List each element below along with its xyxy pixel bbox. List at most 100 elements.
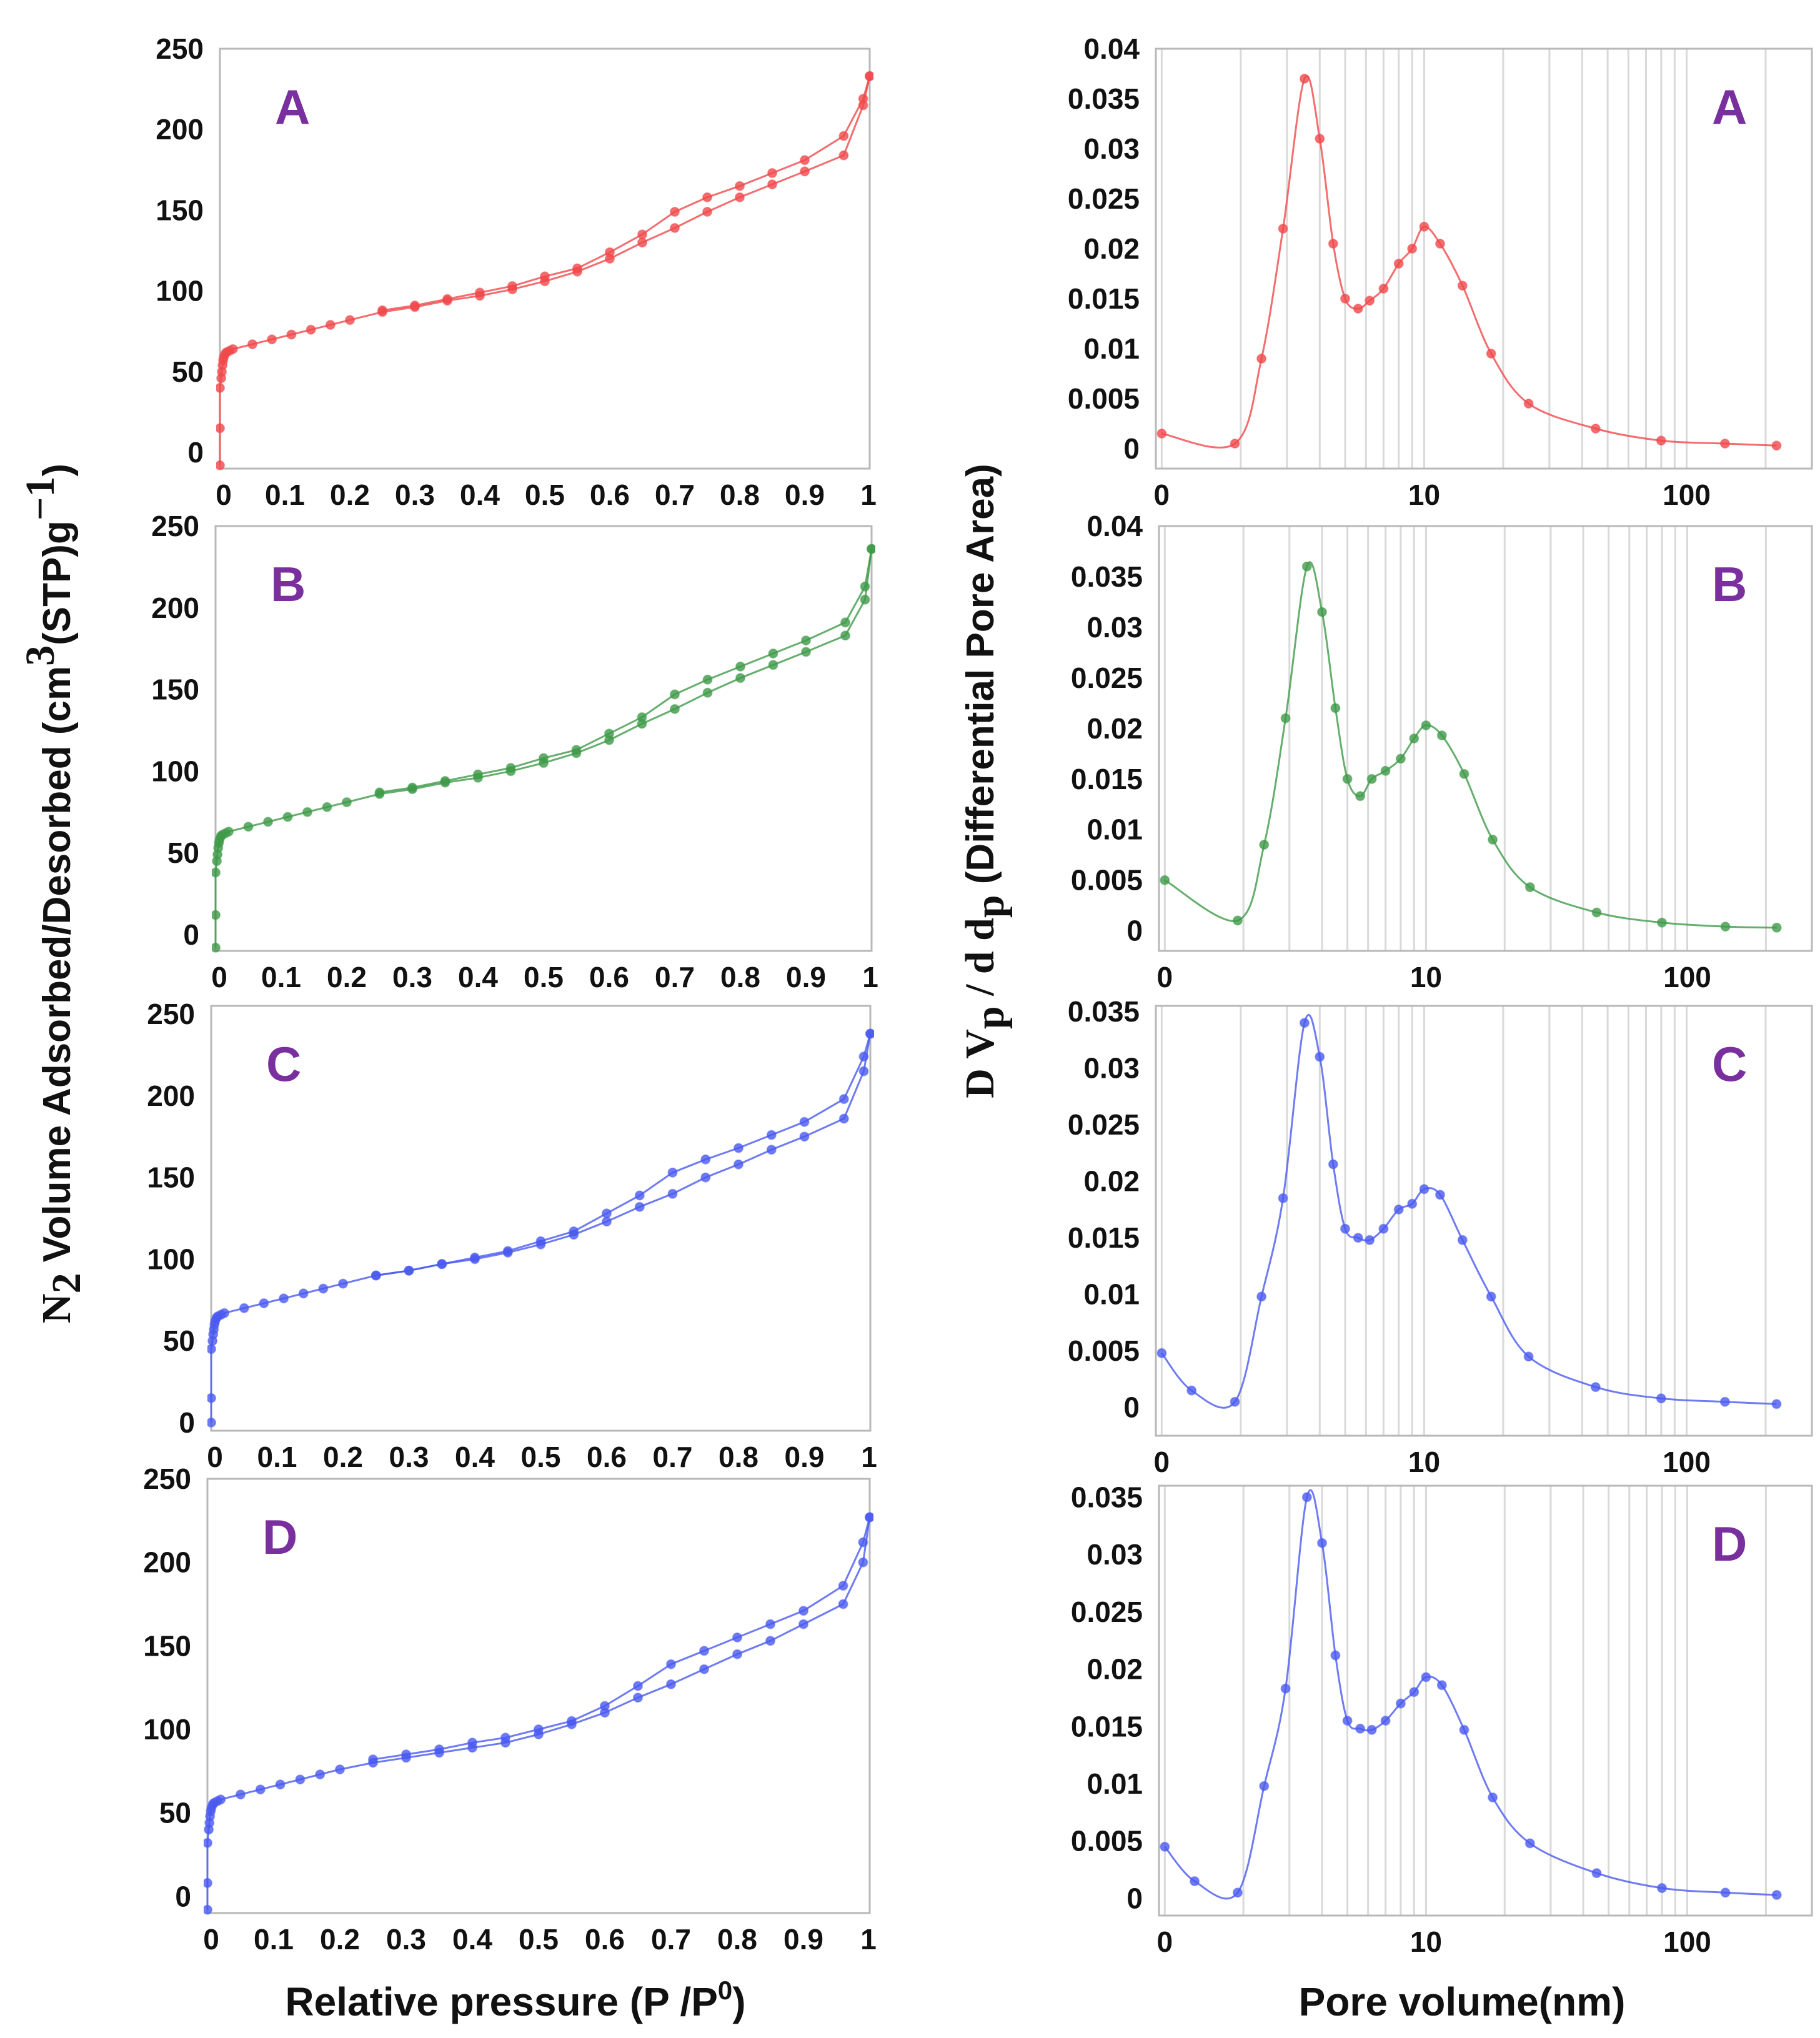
psd-point xyxy=(1299,74,1310,84)
adsorption-point xyxy=(765,1636,775,1646)
psd-point xyxy=(1523,1351,1534,1362)
y-tick-label: 0.035 xyxy=(1068,82,1140,115)
desorption-point xyxy=(801,635,811,646)
psd-point xyxy=(1299,1018,1310,1028)
psd-point xyxy=(1419,1184,1430,1195)
y-tick-label: 0 xyxy=(183,918,199,951)
psd-point xyxy=(1259,1781,1270,1791)
psd-point xyxy=(1393,1204,1404,1215)
psd-point xyxy=(1256,1291,1267,1302)
adsorption-point xyxy=(247,339,257,349)
psd-point xyxy=(1590,424,1601,434)
desorption-point xyxy=(440,776,450,786)
x-tick-label: 0.9 xyxy=(783,1923,823,1956)
psd-point xyxy=(1523,399,1534,409)
x-tick-label: 1 xyxy=(860,479,877,511)
desorption-point xyxy=(865,1512,873,1523)
y-tick-label: 200 xyxy=(143,1546,191,1579)
x-tick-label: 1 xyxy=(860,1923,877,1956)
psd-point xyxy=(1160,1841,1170,1852)
y-tick-label: 0.03 xyxy=(1087,1538,1143,1571)
chart-panel-isotherm-b: 0 50 100 150 200 250 0 0.1 0.2 0.3 0.4 0.5 0.6 0.7 0.8… xyxy=(151,510,878,993)
plot-frame xyxy=(214,525,873,952)
x-tick-label: 0.9 xyxy=(785,479,825,511)
plot-frame xyxy=(1155,1005,1813,1437)
psd-point xyxy=(1459,768,1469,779)
x-tick-label: 0.8 xyxy=(717,1923,757,1956)
adsorption-point xyxy=(799,1131,810,1142)
psd-point xyxy=(1355,791,1366,802)
y-tick-label: 150 xyxy=(156,194,204,226)
panel-letter: B xyxy=(1712,557,1747,612)
adsorption-point xyxy=(667,1188,678,1199)
desorption-point xyxy=(666,1659,676,1669)
desorption-point xyxy=(700,1154,711,1165)
adsorption-point xyxy=(216,460,225,470)
desorption-point xyxy=(407,782,417,793)
desorption-point xyxy=(374,787,385,798)
adsorption-point xyxy=(345,315,355,326)
psd-point xyxy=(1409,733,1420,743)
adsorption-point xyxy=(637,237,647,248)
x-tick-label: 0.8 xyxy=(720,961,760,993)
x-tick-label: 10 xyxy=(1408,479,1440,511)
x-tick-label: 0.6 xyxy=(589,961,629,993)
psd-point xyxy=(1230,439,1240,449)
adsorption-point xyxy=(670,703,680,714)
right-y-axis-title: D Vp / d dp (Differential Pore Area) xyxy=(957,464,1013,1098)
adsorption-point xyxy=(838,150,849,161)
chart-panel-psd-a: 0 0.005 0.01 0.015 0.02 0.025 0.03 0.035 0.04 0 10… xyxy=(1068,32,1813,511)
x-tick-label: 0.4 xyxy=(460,479,500,511)
x-tick-label: 0 xyxy=(1157,961,1173,993)
desorption-point xyxy=(569,1226,579,1236)
panel-letter: C xyxy=(266,1036,301,1091)
x-tick-label: 0.4 xyxy=(455,1441,495,1473)
desorption-point xyxy=(768,649,778,659)
adsorption-point xyxy=(766,1145,777,1155)
x-tick-label: 0.5 xyxy=(525,479,565,511)
psd-point xyxy=(1259,840,1270,850)
x-tick-label: 0.7 xyxy=(655,961,695,993)
desorption-point xyxy=(602,1208,612,1219)
x-tick-label: 0.9 xyxy=(785,1441,825,1473)
psd-point xyxy=(1771,1890,1782,1900)
desorption-point xyxy=(505,763,516,773)
panel-letter: A xyxy=(1712,79,1747,134)
panel-letter: D xyxy=(1712,1516,1747,1571)
x-tick-label: 0.6 xyxy=(590,479,630,511)
desorption-point xyxy=(633,1681,643,1691)
x-tick-label: 0.7 xyxy=(653,1441,693,1473)
x-tick-label: 0.5 xyxy=(524,961,564,993)
adsorption-point xyxy=(204,1877,212,1888)
adsorption-point xyxy=(858,1557,868,1568)
x-tick-label: 0.3 xyxy=(395,479,435,511)
y-tick-label: 0.04 xyxy=(1087,510,1143,542)
x-tick-label: 0 xyxy=(216,479,232,511)
psd-point xyxy=(1488,1792,1498,1802)
psd-line xyxy=(1161,75,1777,449)
y-tick-label: 0.035 xyxy=(1068,995,1140,1028)
right-x-axis-title: Pore volume(nm) xyxy=(1299,1979,1626,2024)
desorption-point xyxy=(370,1270,381,1281)
psd-point xyxy=(1378,284,1389,294)
adsorption-point xyxy=(318,1283,329,1294)
desorption-point xyxy=(500,1732,510,1743)
psd-point xyxy=(1435,239,1445,249)
psd-point xyxy=(1436,730,1447,741)
y-tick-label: 0.02 xyxy=(1083,1165,1140,1198)
psd-point xyxy=(1407,244,1418,254)
desorption-point xyxy=(637,229,647,240)
desorption-point xyxy=(838,1094,849,1105)
x-tick-label: 0.6 xyxy=(585,1923,625,1956)
chart-panel-psd-b: 0 0.005 0.01 0.015 0.02 0.025 0.03 0.035 0.04 0 10… xyxy=(1071,510,1813,993)
psd-point xyxy=(1524,1838,1535,1849)
adsorption-point xyxy=(633,1693,643,1703)
psd-point xyxy=(1590,1382,1601,1393)
adsorption-point xyxy=(236,1789,246,1800)
psd-point xyxy=(1156,1348,1167,1358)
desorption-point xyxy=(604,728,614,739)
adsorption-point xyxy=(267,334,277,345)
x-tick-label: 0.1 xyxy=(254,1923,294,1956)
adsorption-point xyxy=(602,1216,612,1227)
adsorption-point xyxy=(801,647,811,657)
